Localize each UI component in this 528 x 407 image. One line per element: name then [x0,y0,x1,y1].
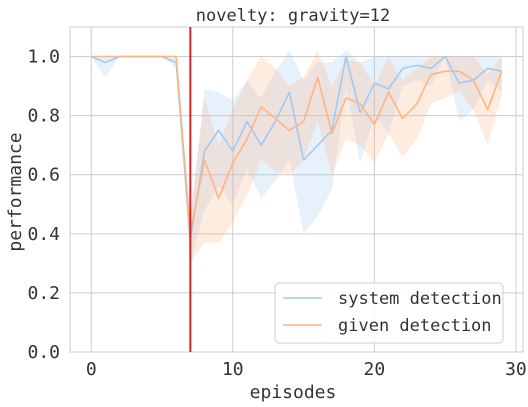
band-system-detection [91,50,502,264]
y-axis-label: performance [5,132,26,251]
y-tick-label: 0.0 [27,342,60,363]
tick-labels: 0 10 20 30 0.0 0.2 0.4 0.6 0.8 1.0 [27,47,526,380]
legend: system detection given detection [274,282,504,344]
y-tick-label: 0.6 [27,165,60,186]
x-axis-label: episodes [250,382,337,403]
x-tick-label: 30 [505,359,527,380]
chart-title: novelty: gravity=12 [196,6,390,26]
x-tick-label: 10 [222,359,244,380]
series-lines [90,55,503,241]
legend-box [274,282,504,344]
band-given-detection [91,50,502,264]
y-tick-label: 0.8 [27,106,60,127]
x-tick-label: 20 [364,359,386,380]
confidence-bands [91,50,502,264]
x-tick-label: 0 [86,359,97,380]
y-tick-label: 1.0 [27,47,60,68]
y-tick-label: 0.4 [27,224,60,245]
legend-label-given-detection: given detection [338,316,492,336]
legend-label-system-detection: system detection [338,289,502,309]
y-tick-label: 0.2 [27,283,60,304]
line-given-detection [91,55,503,235]
